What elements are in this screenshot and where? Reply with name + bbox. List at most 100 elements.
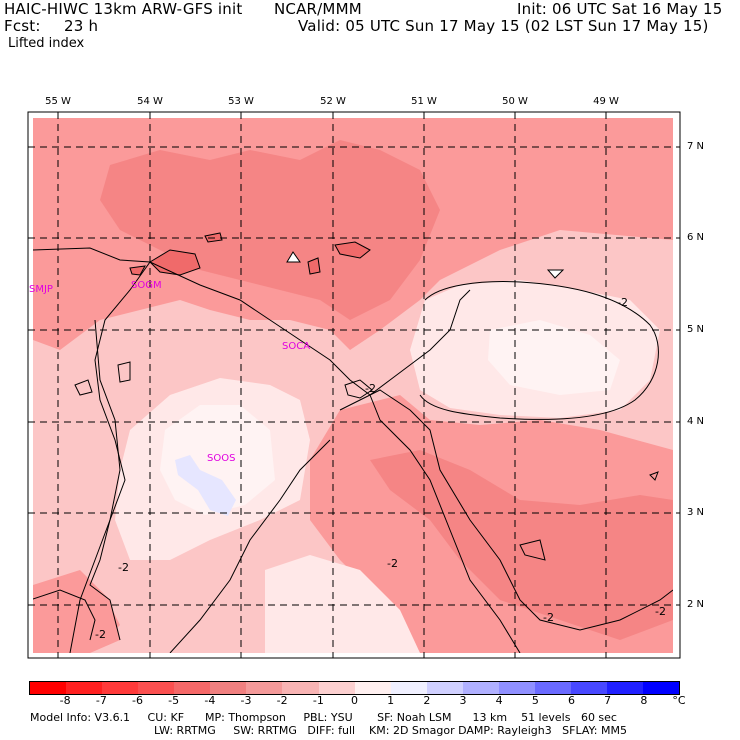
contour-label: -2 <box>655 605 666 618</box>
colorbar-swatch <box>643 682 680 694</box>
colorbar-tick-label: 2 <box>423 694 431 707</box>
colorbar-tick-label: -8 <box>59 694 71 707</box>
colorbar-tick-label: -1 <box>312 694 324 707</box>
colorbar-swatch <box>462 682 499 694</box>
contour-loop-f <box>74 379 93 396</box>
contour-sw <box>33 589 96 641</box>
shade-blue-central <box>175 455 236 516</box>
colorbar-swatch <box>426 682 463 694</box>
contour-loop-a <box>149 249 201 276</box>
colorbar-swatch <box>210 682 247 694</box>
colorbar-swatch <box>390 682 427 694</box>
contour-loop-g <box>117 361 131 383</box>
contour-label: -2 <box>95 628 106 641</box>
colorbar-swatch <box>30 682 67 694</box>
forecast-label: Fcst: <box>4 17 41 35</box>
field-name: Lifted index <box>8 36 85 51</box>
colorbar-tick-label: 7 <box>604 694 612 707</box>
model-info-line1: Model Info: V3.6.1 CU: KF MP: Thompson P… <box>30 711 617 724</box>
init-time: Init: 06 UTC Sat 16 May 15 <box>517 0 723 18</box>
lat-label-2n: 2 N <box>687 599 705 610</box>
lat-label-6n: 6 N <box>687 232 705 243</box>
colorbar-swatch <box>318 682 355 694</box>
contour-label: -2 <box>387 557 398 570</box>
contour-loop-d <box>307 257 321 275</box>
contour-loop-b <box>334 241 371 259</box>
contour-loop-j <box>519 539 546 561</box>
shade-near-zero-south <box>265 555 420 653</box>
border-south <box>169 439 331 653</box>
coastline-borders <box>33 247 521 653</box>
contour-label: -2 <box>118 561 129 574</box>
org-label: NCAR/MMM <box>274 0 362 18</box>
contour-east <box>419 281 659 420</box>
graticule <box>28 112 680 658</box>
model-info-line2: LW: RRTMG SW: RRTMG DIFF: full KM: 2D Sm… <box>154 724 627 737</box>
colorbar-tick-label: -7 <box>95 694 107 707</box>
colorbar-tick-label: -3 <box>240 694 252 707</box>
colorbar-tick-label: 6 <box>568 694 575 707</box>
colorbar-tick-label: -2 <box>276 694 288 707</box>
valid-time: Valid: 05 UTC Sun 17 May 15 (02 LST Sun … <box>298 17 709 35</box>
shade-pale-tri-b <box>546 269 565 279</box>
colorbar-swatch <box>570 682 607 694</box>
lat-label-4n: 4 N <box>687 416 705 427</box>
colorbar-tick-label: 5 <box>531 694 539 707</box>
shade-minus5-b <box>335 242 370 258</box>
station-soca: SOCA <box>282 341 311 352</box>
lon-label-51w: 51 W <box>411 96 437 107</box>
shade-minus5-d <box>308 258 320 274</box>
colorbar-swatch <box>246 682 283 694</box>
contour-south-river <box>339 389 673 631</box>
colorbar-swatch <box>102 682 139 694</box>
lon-label-54w: 54 W <box>137 96 163 107</box>
colorbar-tick-label: 0 <box>351 694 358 707</box>
shade-pale-tri-a <box>286 251 301 263</box>
colorbar-tick-label: 8 <box>640 694 648 707</box>
colorbar-swatch <box>534 682 571 694</box>
forecast-hour: 23 h <box>64 17 99 35</box>
shade-minus4-north <box>100 140 440 320</box>
model-title: HAIC-HIWC 13km ARW-GFS init <box>4 0 243 18</box>
colorbar-swatch <box>607 682 644 694</box>
lon-label-49w: 49 W <box>593 96 619 107</box>
shade-minus5-a <box>150 250 200 275</box>
contour-loop-c <box>204 232 223 243</box>
colorbar-unit: °C <box>672 694 686 707</box>
lat-label-7n: 7 N <box>687 141 705 152</box>
colorbar-tick-label: 4 <box>495 694 503 707</box>
shade-pale-east <box>488 320 620 395</box>
contour-loop-e <box>129 265 146 276</box>
colorbar <box>29 681 680 695</box>
map-frame <box>27 111 681 659</box>
colorbar-tick-label: -6 <box>132 694 143 707</box>
coastline <box>33 247 471 396</box>
lat-label-5n: 5 N <box>687 324 705 335</box>
lon-label-55w: 55 W <box>45 96 71 107</box>
contour-label: -2 <box>617 296 628 309</box>
colorbar-tick-label: 3 <box>459 694 467 707</box>
colorbar-swatch <box>138 682 175 694</box>
station-smjp: SMJP <box>29 284 53 295</box>
colorbar-tick-label: -5 <box>168 694 180 707</box>
station-sogm: SOGM <box>131 280 162 291</box>
contour-label: -2 <box>365 382 376 395</box>
colorbar-swatch <box>174 682 211 694</box>
station-soos: SOOS <box>207 453 236 464</box>
contour-loop-i <box>649 471 659 481</box>
colorbar-swatch <box>354 682 391 694</box>
contour-loop-h <box>344 379 373 399</box>
lon-label-52w: 52 W <box>320 96 346 107</box>
colorbar-swatch <box>498 682 535 694</box>
colorbar-tick-label: 1 <box>387 694 395 707</box>
border-guyana-suriname <box>69 261 151 653</box>
colorbar-tick-label: -4 <box>204 694 216 707</box>
shade-pale-central <box>160 405 275 515</box>
contour-label: -2 <box>543 611 554 624</box>
lon-label-53w: 53 W <box>228 96 254 107</box>
colorbar-swatch <box>282 682 319 694</box>
lon-label-50w: 50 W <box>502 96 528 107</box>
colorbar-swatch <box>66 682 103 694</box>
lat-label-3n: 3 N <box>687 507 705 518</box>
